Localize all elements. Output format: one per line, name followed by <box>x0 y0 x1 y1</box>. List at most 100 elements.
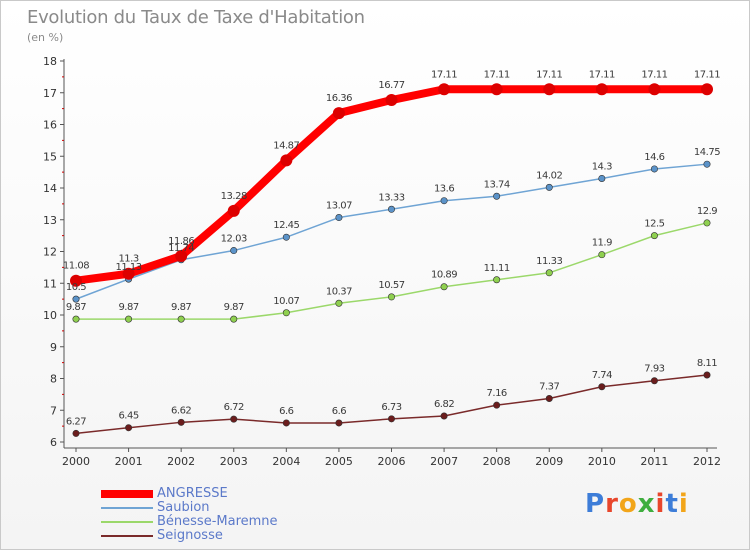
x-tick-label: 2000 <box>62 455 90 468</box>
data-point <box>335 214 343 222</box>
data-label: 11.33 <box>536 256 562 267</box>
logo-letter: i <box>655 489 666 519</box>
legend-label: Seignosse <box>157 528 223 543</box>
data-label: 6.62 <box>171 405 191 416</box>
data-label: 6.82 <box>434 399 454 410</box>
chart-title: Evolution du Taux de Taxe d'Habitation <box>27 7 365 28</box>
data-label: 6.6 <box>332 406 347 417</box>
legend-swatch <box>101 535 153 537</box>
data-point <box>648 83 661 96</box>
data-label: 11.11 <box>484 263 510 274</box>
legend-label: ANGRESSE <box>157 486 228 501</box>
data-point <box>545 269 553 277</box>
y-tick-label: 9 <box>50 341 57 354</box>
data-point <box>438 83 451 96</box>
y-tick-label: 17 <box>43 87 57 100</box>
line-chart: 6 7 8 9 10 11 12 13 14 15 16 17 18 2000 2001 2002 2003 20… <box>43 55 721 468</box>
y-tick-label: 8 <box>50 373 57 386</box>
x-tick-label: 2001 <box>115 455 143 468</box>
data-point <box>650 377 658 385</box>
data-label: 10.37 <box>326 286 352 297</box>
data-point <box>385 94 398 107</box>
series-line-1 <box>75 163 708 300</box>
logo-letter: r <box>605 489 619 519</box>
logo-letter: t <box>665 489 679 519</box>
data-label: 10.57 <box>378 280 404 291</box>
data-point <box>70 274 82 287</box>
data-label: 14.75 <box>694 147 720 158</box>
x-tick-label: 2006 <box>378 455 406 468</box>
data-label: 17.11 <box>484 69 510 80</box>
data-point <box>72 429 80 437</box>
x-tick-label: 2012 <box>693 455 721 468</box>
data-label: 13.33 <box>378 192 404 203</box>
chart-subtitle: (en %) <box>27 31 64 44</box>
data-label: 16.36 <box>326 93 352 104</box>
x-tick-label: 2004 <box>272 455 300 468</box>
data-point <box>332 107 345 120</box>
data-label: 9.87 <box>66 302 86 313</box>
data-point <box>177 418 185 426</box>
legend-label: Bénesse-Maremne <box>157 514 278 529</box>
x-tick-label: 2009 <box>535 455 563 468</box>
data-point <box>490 83 503 96</box>
y-tick-label: 7 <box>50 404 57 417</box>
data-point <box>280 154 293 167</box>
legend-swatch <box>101 521 153 523</box>
data-point <box>493 276 501 284</box>
data-point <box>440 283 448 291</box>
data-label: 7.37 <box>539 382 559 393</box>
data-point <box>335 299 343 307</box>
data-label: 11.9 <box>592 238 612 249</box>
data-label: 17.11 <box>694 69 720 80</box>
x-tick-label: 2007 <box>430 455 458 468</box>
data-label: 16.77 <box>378 80 404 91</box>
x-tick-label: 2003 <box>220 455 248 468</box>
data-point <box>122 267 135 280</box>
data-label: 11.3 <box>118 254 138 265</box>
data-point <box>543 83 556 96</box>
legend-swatch <box>101 490 153 498</box>
y-tick-label: 15 <box>43 150 57 163</box>
data-label: 7.74 <box>592 370 612 381</box>
data-point <box>598 251 606 259</box>
data-label: 14.3 <box>592 161 612 172</box>
data-label: 14.02 <box>536 170 562 181</box>
x-tick-label: 2005 <box>325 455 353 468</box>
data-label: 12.9 <box>697 206 717 217</box>
data-point <box>387 293 395 301</box>
data-point <box>282 309 290 317</box>
data-label: 13.07 <box>326 201 352 212</box>
data-label: 6.27 <box>66 416 86 427</box>
data-label: 13.74 <box>484 179 510 190</box>
data-label: 14.6 <box>644 152 664 163</box>
logo-letter: i <box>678 489 689 519</box>
data-label: 6.45 <box>118 411 138 422</box>
legend-label: Saubion <box>157 500 210 515</box>
data-label: 10.5 <box>66 282 86 293</box>
data-point <box>125 424 133 432</box>
data-point <box>387 415 395 423</box>
data-label: 17.11 <box>431 69 457 80</box>
data-label: 12.45 <box>273 220 299 231</box>
data-label: 13.28 <box>221 191 247 202</box>
data-label: 17.11 <box>536 69 562 80</box>
data-label: 8.11 <box>697 358 717 369</box>
y-tick-label: 11 <box>43 277 57 290</box>
y-tick-label: 6 <box>50 436 57 449</box>
data-label: 12.5 <box>644 219 664 230</box>
data-point <box>701 83 713 96</box>
data-label: 17.11 <box>589 69 615 80</box>
data-point <box>598 383 606 391</box>
y-tick-label: 16 <box>43 119 57 132</box>
data-point <box>230 315 238 323</box>
data-point <box>440 412 448 420</box>
data-point <box>595 83 608 96</box>
data-label: 7.16 <box>487 388 507 399</box>
data-point <box>282 233 290 241</box>
y-tick-label: 18 <box>43 55 57 68</box>
data-point <box>545 395 553 403</box>
data-point <box>493 401 501 409</box>
logo-letter: x <box>637 489 656 519</box>
